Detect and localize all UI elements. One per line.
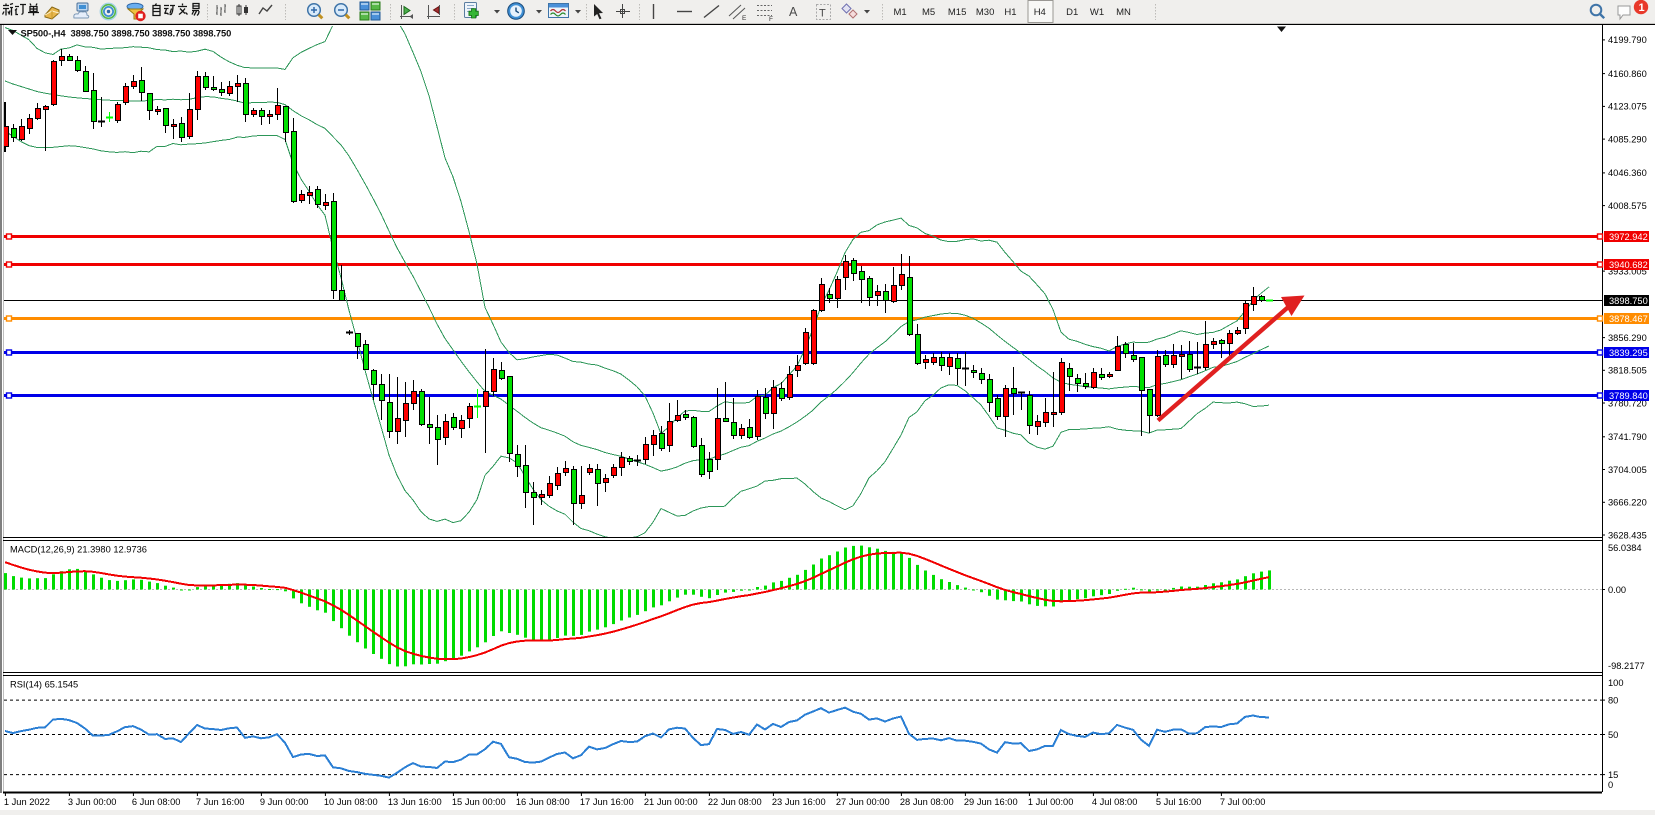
svg-text:RSI(14) 65.1545: RSI(14) 65.1545 [10,680,78,690]
svg-text:4 Jul 08:00: 4 Jul 08:00 [1092,797,1138,807]
svg-text:M5: M5 [922,7,935,18]
svg-text:16 Jun 08:00: 16 Jun 08:00 [516,797,570,807]
svg-text:27 Jun 00:00: 27 Jun 00:00 [836,797,890,807]
svg-text:3780.720: 3780.720 [1608,398,1647,408]
svg-text:1 Jun 2022: 1 Jun 2022 [4,797,50,807]
svg-text:22 Jun 08:00: 22 Jun 08:00 [708,797,762,807]
svg-text:4199.790: 4199.790 [1608,35,1647,45]
svg-text:A: A [789,5,798,19]
svg-text:4008.575: 4008.575 [1608,201,1647,211]
svg-text:3 Jun 00:00: 3 Jun 00:00 [68,797,117,807]
svg-text:M30: M30 [976,7,994,18]
svg-text:13 Jun 16:00: 13 Jun 16:00 [388,797,442,807]
svg-text:H1: H1 [1004,7,1016,18]
svg-text:E: E [742,15,747,22]
svg-text:3878.467: 3878.467 [1609,314,1648,324]
svg-text:MN: MN [1116,7,1131,18]
svg-text:3940.682: 3940.682 [1609,260,1648,270]
svg-text:3972.942: 3972.942 [1609,232,1648,242]
svg-text:7 Jul 00:00: 7 Jul 00:00 [1220,797,1266,807]
svg-text:3789.840: 3789.840 [1609,391,1648,401]
svg-text:-98.2177: -98.2177 [1608,661,1645,671]
svg-text:T: T [819,8,826,20]
svg-text:MACD(12,26,9) 21.3980 12.9736: MACD(12,26,9) 21.3980 12.9736 [10,545,147,555]
svg-text:F: F [769,16,773,23]
svg-text:3741.790: 3741.790 [1608,432,1647,442]
svg-text:4160.860: 4160.860 [1608,69,1647,79]
svg-text:100: 100 [1608,678,1624,688]
svg-text:50: 50 [1608,730,1618,740]
svg-text:15: 15 [1608,770,1618,780]
svg-text:M15: M15 [948,7,966,18]
svg-text:29 Jun 16:00: 29 Jun 16:00 [964,797,1018,807]
svg-text:1: 1 [1639,2,1645,14]
svg-text:15 Jun 00:00: 15 Jun 00:00 [452,797,506,807]
svg-text:3856.290: 3856.290 [1608,333,1647,343]
svg-text:9 Jun 00:00: 9 Jun 00:00 [260,797,309,807]
svg-text:D1: D1 [1066,7,1078,18]
svg-text:3933.005: 3933.005 [1608,266,1647,276]
svg-text:7 Jun 16:00: 7 Jun 16:00 [196,797,245,807]
svg-text:5 Jul 16:00: 5 Jul 16:00 [1156,797,1202,807]
svg-text:3898.750: 3898.750 [1609,296,1648,306]
svg-text:28 Jun 08:00: 28 Jun 08:00 [900,797,954,807]
svg-text:1 Jul 00:00: 1 Jul 00:00 [1028,797,1074,807]
svg-text:W1: W1 [1090,7,1104,18]
svg-text:56.0384: 56.0384 [1608,543,1642,553]
svg-text:0.00: 0.00 [1608,585,1626,595]
svg-text:4085.290: 4085.290 [1608,134,1647,144]
svg-text:3818.505: 3818.505 [1608,366,1647,376]
svg-text:3704.005: 3704.005 [1608,465,1647,475]
svg-text:3666.220: 3666.220 [1608,498,1647,508]
svg-text:H4: H4 [1034,7,1046,18]
svg-text:SP500-,H4 3898.750 3898.750 3: SP500-,H4 3898.750 3898.750 3898.750 389… [21,28,232,39]
svg-text:0: 0 [1608,780,1613,790]
svg-text:23 Jun 16:00: 23 Jun 16:00 [772,797,826,807]
svg-text:3628.435: 3628.435 [1608,530,1647,540]
svg-text:17 Jun 16:00: 17 Jun 16:00 [580,797,634,807]
svg-text:4123.075: 4123.075 [1608,102,1647,112]
svg-text:M1: M1 [894,7,907,18]
svg-text:80: 80 [1608,695,1618,705]
svg-text:3839.295: 3839.295 [1609,348,1648,358]
svg-text:10 Jun 08:00: 10 Jun 08:00 [324,797,378,807]
svg-text:21 Jun 00:00: 21 Jun 00:00 [644,797,698,807]
svg-text:6 Jun 08:00: 6 Jun 08:00 [132,797,181,807]
svg-text:4046.360: 4046.360 [1608,168,1647,178]
